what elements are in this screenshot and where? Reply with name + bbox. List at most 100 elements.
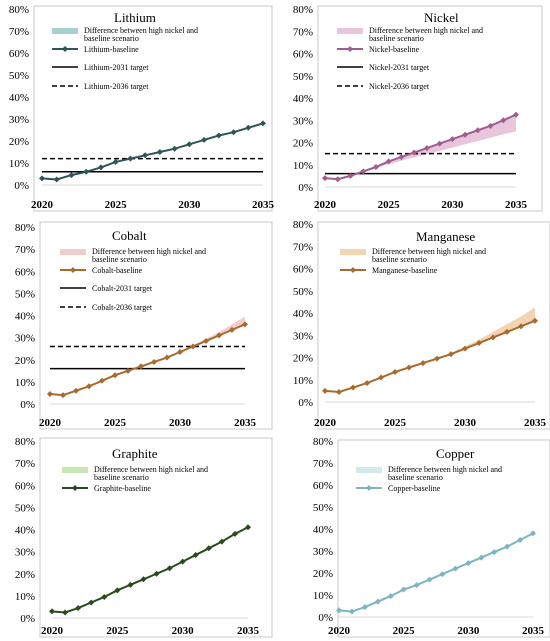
lithium-legend-band-swatch	[52, 28, 78, 34]
cobalt-legend-band-label-line2: baseline scenario	[92, 255, 147, 264]
copper-series-line	[338, 532, 534, 613]
graphite-ytick: 30%	[15, 547, 35, 559]
copper-ytick: 70%	[313, 458, 333, 470]
manganese-ytick: 0%	[298, 397, 313, 409]
cobalt-data-point	[190, 343, 196, 350]
manganese-data-point	[322, 387, 328, 394]
graphite-ytick: 20%	[15, 569, 35, 581]
nickel-data-point	[436, 140, 443, 147]
copper-data-point	[478, 554, 485, 561]
manganese-data-point	[350, 384, 356, 391]
copper-ytick: 20%	[313, 568, 333, 580]
chart-panel-manganese: 0% 10% 20% 30% 40% 50% 60% 70% 80% 2020 2025 2030 20…	[278, 216, 550, 430]
nickel-ytick: 10%	[293, 160, 313, 172]
cobalt-band-area	[50, 316, 245, 396]
cobalt-xtick: 2025	[104, 417, 127, 429]
nickel-title: Nickel	[424, 10, 459, 25]
copper-data-point	[426, 576, 433, 583]
lithium-xtick: 2025	[105, 199, 128, 211]
lithium-xtick: 2020	[31, 199, 54, 211]
cobalt-frame	[39, 221, 273, 430]
copper-ytick: 10%	[313, 590, 333, 602]
cobalt-xtick: 2020	[39, 417, 62, 429]
manganese-ytick: 80%	[293, 219, 313, 231]
graphite-data-point	[231, 530, 238, 537]
cobalt-legend-series-label: Cobalt-baseline	[92, 266, 143, 275]
nickel-data-point	[449, 136, 456, 143]
manganese-ytick: 70%	[293, 241, 313, 253]
nickel-data-point	[474, 127, 481, 134]
lithium-legend-target-label: Lithium-2031 target	[84, 63, 149, 72]
manganese-xtick: 2025	[384, 417, 407, 429]
graphite-xtick: 2025	[106, 625, 129, 637]
nickel-ytick: 0%	[298, 182, 313, 194]
copper-data-point	[374, 598, 381, 605]
nickel-data-point	[360, 168, 367, 175]
graphite-legend-band-label-line2: baseline scenario	[94, 473, 149, 482]
cobalt-data-point	[164, 354, 170, 361]
nickel-data-point	[513, 111, 519, 118]
graphite-ytick: 40%	[15, 525, 35, 537]
manganese-frame	[317, 221, 550, 430]
chart-manganese: 0% 10% 20% 30% 40% 50% 60% 70% 80% 2020 2025 2030 20…	[293, 219, 550, 430]
cobalt-data-point	[229, 326, 235, 333]
copper-ytick: 50%	[313, 502, 333, 514]
lithium-ytick: 0%	[14, 180, 29, 192]
lithium-legend-series-marker	[62, 46, 68, 52]
nickel-data-point	[487, 122, 494, 129]
copper-xtick: 2020	[328, 625, 351, 637]
cobalt-data-point	[242, 321, 248, 328]
copper-ytick: 40%	[313, 524, 333, 536]
copper-ytick: 60%	[313, 480, 333, 492]
manganese-series-line	[324, 319, 536, 393]
copper-data-point	[465, 560, 472, 567]
cobalt-ytick: 10%	[15, 377, 35, 389]
graphite-xtick: 2020	[41, 625, 64, 637]
graphite-data-point	[192, 551, 199, 558]
manganese-data-point	[406, 364, 412, 371]
lithium-legend-band-label: Difference between high nickel and	[84, 26, 198, 35]
graphite-xtick: 2030	[172, 625, 195, 637]
nickel-legend-target-label: Nickel-2036 target	[369, 82, 430, 91]
graphite-ytick: 80%	[15, 436, 35, 448]
copper-legend-band-label: Difference between high nickel and	[388, 465, 502, 474]
cobalt-data-point	[60, 392, 66, 399]
manganese-data-point	[518, 323, 524, 330]
nickel-data-point	[411, 149, 418, 156]
chart-panel-nickel: 0% 10% 20% 30% 40% 50% 60% 70% 80% 2020 2025 2030 20…	[278, 0, 550, 214]
nickel-data-point	[385, 158, 392, 165]
chart-nickel: 0% 10% 20% 30% 40% 50% 60% 70% 80% 2020 2025 2030 20…	[293, 4, 543, 212]
nickel-ytick: 80%	[293, 4, 313, 16]
graphite-data-point	[75, 605, 82, 612]
cobalt-ytick: 80%	[15, 222, 35, 234]
manganese-data-point	[420, 360, 426, 367]
cobalt-title: Cobalt	[112, 228, 147, 243]
lithium-data-point	[68, 172, 75, 179]
lithium-ytick: 10%	[9, 158, 29, 170]
graphite-frame	[39, 437, 273, 638]
chart-panel-cobalt: 0% 10% 20% 30% 40% 50% 60% 70% 80% 2020 2025 2030 20…	[0, 216, 275, 430]
manganese-data-point	[532, 317, 538, 324]
chart-lithium: 0% 10% 20% 30% 40% 50% 60% 70% 80% 2020 2025 2030 20…	[9, 4, 275, 212]
graphite-data-point	[127, 581, 134, 588]
copper-legend-band-label-line2: baseline scenario	[388, 473, 443, 482]
cobalt-data-point	[47, 391, 53, 398]
copper-data-point	[491, 549, 498, 556]
copper-xtick: 2035	[522, 625, 545, 637]
nickel-data-point	[423, 145, 430, 152]
manganese-data-point	[392, 368, 398, 375]
graphite-ytick: 70%	[15, 458, 35, 470]
nickel-data-point	[347, 172, 354, 179]
manganese-xtick: 2035	[524, 417, 547, 429]
lithium-ytick: 70%	[9, 26, 29, 38]
nickel-xtick: 2030	[441, 199, 464, 211]
manganese-legend-series-marker	[350, 267, 356, 273]
graphite-band-area	[52, 527, 248, 613]
copper-ytick: 80%	[313, 436, 333, 448]
chart-panel-copper: 0% 10% 20% 30% 40% 50% 60% 70% 80% 2020 2025 2030 20…	[278, 432, 550, 641]
lithium-ytick: 50%	[9, 70, 29, 82]
manganese-ytick: 30%	[293, 330, 313, 342]
graphite-data-point	[140, 576, 147, 583]
cobalt-data-point	[112, 372, 118, 379]
graphite-data-point	[179, 558, 186, 565]
